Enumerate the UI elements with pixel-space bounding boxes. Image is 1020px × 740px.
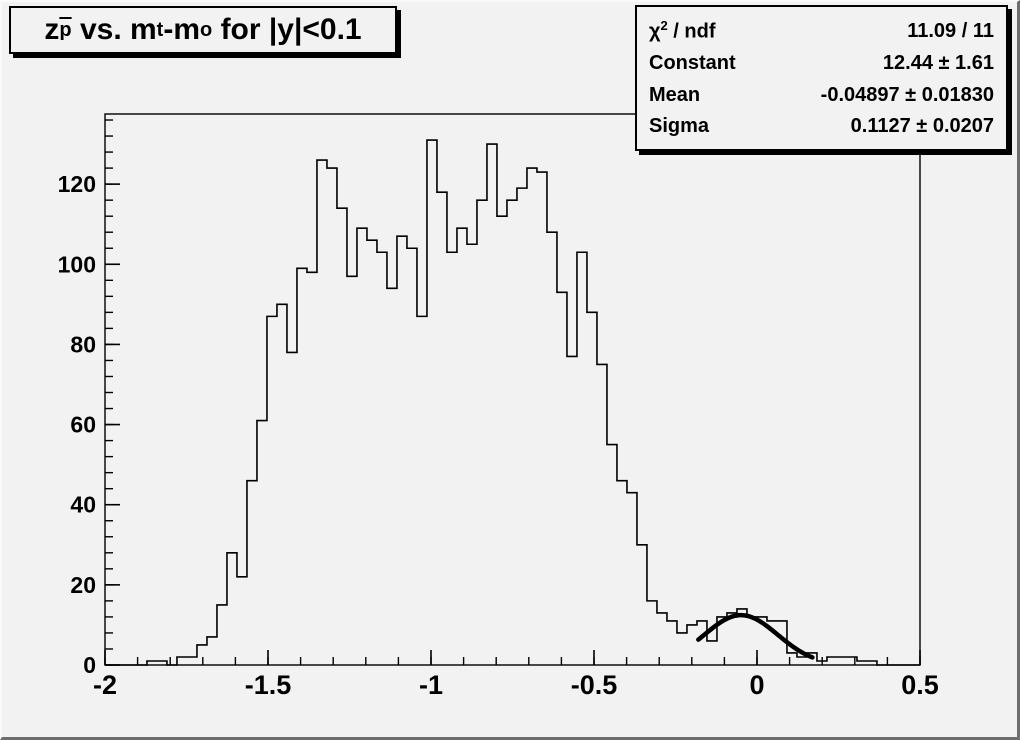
constant-label: Constant bbox=[649, 51, 736, 74]
y-tick-label: 0 bbox=[83, 652, 96, 678]
mean-value: -0.04897 ± 0.01830 bbox=[820, 83, 994, 106]
y-tick-label: 40 bbox=[70, 492, 96, 518]
y-tick-label: 80 bbox=[70, 331, 96, 357]
stat-row-chi2: χ2 / ndf 11.09 / 11 bbox=[649, 18, 994, 44]
chi2-value: 11.09 / 11 bbox=[907, 20, 994, 43]
x-tick-label: -1 bbox=[419, 670, 443, 700]
y-tick-label: 120 bbox=[58, 171, 96, 197]
y-tick-label: 60 bbox=[70, 412, 96, 438]
mean-label: Mean bbox=[649, 83, 701, 106]
title-text-minus-m: -m bbox=[163, 13, 201, 46]
chi2-label: χ2 / ndf bbox=[649, 17, 716, 43]
sigma-label: Sigma bbox=[649, 115, 710, 138]
title-text-z: z bbox=[44, 13, 60, 46]
x-tick-label: -0.5 bbox=[571, 670, 618, 700]
sigma-value: 0.1127 ± 0.0207 bbox=[850, 115, 994, 138]
title-text-vs-m: vs. m bbox=[71, 13, 157, 46]
stat-row-mean: Mean -0.04897 ± 0.01830 bbox=[649, 84, 994, 107]
stat-row-sigma: Sigma 0.1127 ± 0.0207 bbox=[649, 115, 994, 138]
x-tick-label: 0 bbox=[749, 670, 764, 700]
fit-stats-box: χ2 / ndf 11.09 / 11 Constant 12.44 ± 1.6… bbox=[635, 5, 1008, 151]
y-tick-label: 20 bbox=[70, 572, 96, 598]
plot-frame bbox=[104, 113, 921, 666]
fit-curve bbox=[696, 612, 815, 660]
stat-row-constant: Constant 12.44 ± 1.61 bbox=[649, 52, 994, 75]
x-tick-label: 0.5 bbox=[901, 670, 939, 700]
title-text-condition: for |y|<0.1 bbox=[212, 13, 362, 46]
x-tick-label: -2 bbox=[93, 670, 117, 700]
y-tick-label: 100 bbox=[58, 251, 96, 277]
x-tick-label: -1.5 bbox=[245, 670, 292, 700]
histogram-line bbox=[105, 139, 920, 666]
constant-value: 12.44 ± 1.61 bbox=[882, 51, 994, 74]
